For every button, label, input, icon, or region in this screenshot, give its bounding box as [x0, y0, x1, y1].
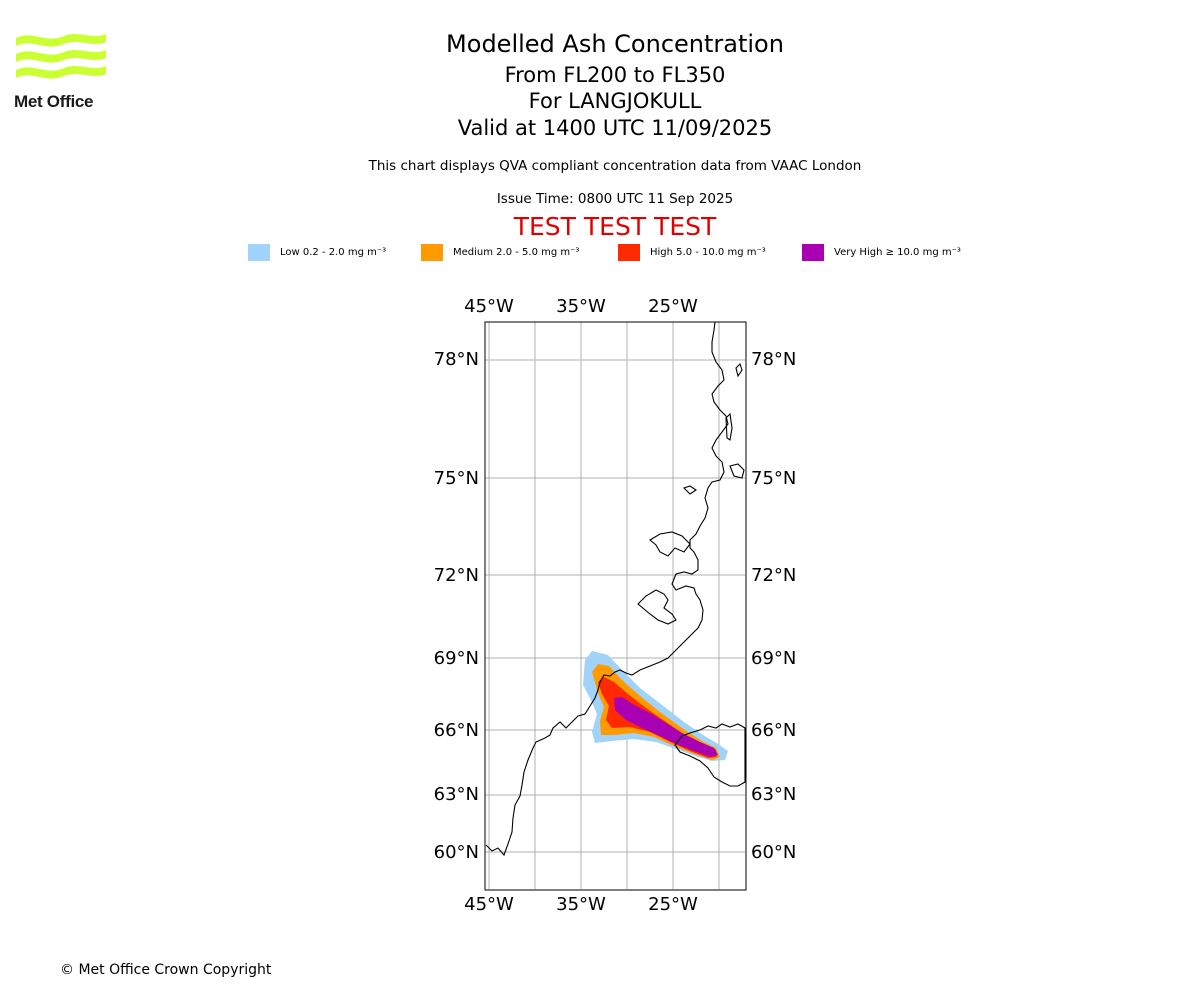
flight-level-range: From FL200 to FL350: [504, 63, 726, 87]
lon-label-25w-top: 25°W: [648, 296, 698, 317]
lat-label-63n-left: 63°N: [434, 784, 479, 805]
issue-time: Issue Time: 0800 UTC 11 Sep 2025: [496, 191, 734, 207]
lat-label-75n-right: 75°N: [751, 468, 796, 489]
lat-labels-right: 78°N 75°N 72°N 69°N 66°N 63°N 60°N: [751, 349, 796, 863]
lon-label-45w-bottom: 45°W: [464, 894, 514, 915]
test-banner: TEST TEST TEST: [513, 212, 717, 241]
lat-label-66n-right: 66°N: [751, 720, 796, 741]
lat-label-60n-left: 60°N: [434, 842, 479, 863]
legend-item-low: Low 0.2 - 2.0 mg m⁻³: [248, 244, 386, 261]
chart-description: This chart displays QVA compliant concen…: [368, 158, 862, 174]
iceland-coast: [674, 723, 746, 787]
island-coast-4: [682, 485, 697, 495]
lat-label-78n-right: 78°N: [751, 349, 796, 370]
ash-plume: [583, 651, 728, 761]
lat-label-72n-right: 72°N: [751, 565, 796, 586]
coastlines: [485, 321, 746, 857]
greenland-coast: [485, 321, 729, 857]
lon-label-25w-bottom: 25°W: [648, 894, 698, 915]
island-coast-3: [729, 463, 745, 479]
lon-labels-top: 45°W 35°W 25°W: [464, 296, 698, 317]
legend-label-medium: Medium 2.0 - 5.0 mg m⁻³: [453, 247, 580, 258]
map-frame: [484, 321, 747, 891]
logo-text: Met Office: [14, 92, 94, 111]
island-coast-2: [725, 412, 733, 441]
legend-swatch-medium: [421, 244, 443, 261]
copyright-notice: © Met Office Crown Copyright: [60, 962, 272, 978]
lon-label-35w-bottom: 35°W: [556, 894, 606, 915]
lat-label-63n-right: 63°N: [751, 784, 796, 805]
lon-labels-bottom: 45°W 35°W 25°W: [464, 894, 698, 915]
legend-item-medium: Medium 2.0 - 5.0 mg m⁻³: [421, 244, 579, 261]
met-office-wave-icon: [16, 34, 106, 79]
fjord-coast-1: [649, 531, 691, 557]
volcano-name: For LANGJOKULL: [528, 89, 702, 113]
lat-label-78n-left: 78°N: [434, 349, 479, 370]
legend-item-very-high: Very High ≥ 10.0 mg m⁻³: [802, 244, 961, 261]
legend-label-low: Low 0.2 - 2.0 mg m⁻³: [280, 247, 387, 258]
fjord-coast-2: [637, 589, 677, 625]
island-coast-1: [735, 362, 743, 378]
legend-label-very-high: Very High ≥ 10.0 mg m⁻³: [834, 247, 961, 258]
graticule: [485, 322, 745, 889]
lon-label-35w-top: 35°W: [556, 296, 606, 317]
lat-label-69n-left: 69°N: [434, 648, 479, 669]
lat-label-69n-right: 69°N: [751, 648, 796, 669]
lat-label-66n-left: 66°N: [434, 720, 479, 741]
lat-label-75n-left: 75°N: [434, 468, 479, 489]
legend-swatch-low: [248, 244, 270, 261]
legend-swatch-very-high: [802, 244, 824, 261]
chart-title: Modelled Ash Concentration: [446, 30, 784, 58]
lat-label-60n-right: 60°N: [751, 842, 796, 863]
ash-zone-very-high: [614, 697, 718, 757]
legend-swatch-high: [618, 244, 640, 261]
lon-label-45w-top: 45°W: [464, 296, 514, 317]
lat-labels-left: 78°N 75°N 72°N 69°N 66°N 63°N 60°N: [434, 349, 479, 863]
legend-label-high: High 5.0 - 10.0 mg m⁻³: [650, 247, 766, 258]
met-office-logo: Met Office: [14, 30, 109, 112]
legend-item-high: High 5.0 - 10.0 mg m⁻³: [618, 244, 766, 261]
valid-time: Valid at 1400 UTC 11/09/2025: [457, 116, 773, 140]
lat-label-72n-left: 72°N: [434, 565, 479, 586]
